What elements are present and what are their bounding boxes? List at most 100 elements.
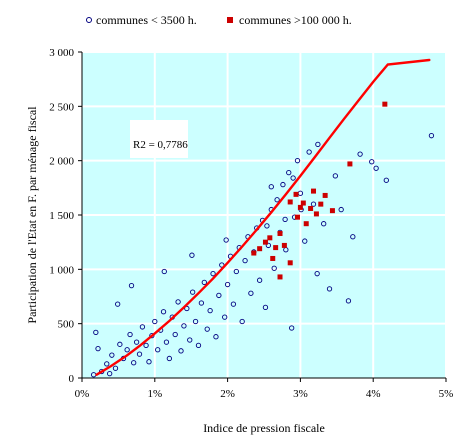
- data-point-small-commune: [310, 201, 317, 207]
- data-point-small-commune: [428, 133, 435, 139]
- data-point-large-commune: [311, 188, 317, 194]
- data-point-small-commune: [290, 175, 296, 181]
- data-point-large-commune: [382, 101, 388, 107]
- y-tick-label: 1 500: [49, 210, 74, 222]
- data-point-small-commune: [224, 281, 231, 288]
- x-tick-label: 5%: [439, 388, 454, 400]
- data-point-small-commune: [160, 309, 167, 315]
- legend-label-large: communes >100 000 h.: [239, 13, 352, 27]
- data-point-small-commune: [274, 197, 280, 203]
- data-point-small-commune: [155, 347, 161, 353]
- data-point-small-commune: [357, 151, 363, 157]
- r2-annotation-group: R2 = 0,7786: [130, 120, 188, 158]
- data-point-small-commune: [264, 223, 270, 229]
- y-tick-label: 3 000: [49, 47, 74, 59]
- data-point-small-commune: [133, 339, 140, 345]
- data-point-small-commune: [280, 181, 286, 188]
- data-point-small-commune: [213, 334, 219, 340]
- data-point-small-commune: [210, 271, 216, 277]
- data-point-large-commune: [318, 201, 324, 207]
- data-point-small-commune: [181, 323, 187, 329]
- data-point-small-commune: [152, 318, 158, 325]
- data-point-small-commune: [190, 289, 196, 295]
- trendline-group: [95, 58, 431, 376]
- data-point-small-commune: [198, 300, 205, 306]
- data-point-large-commune: [300, 200, 306, 206]
- data-point-small-commune: [161, 268, 167, 275]
- data-point-small-commune: [104, 361, 110, 367]
- y-tick-label: 2 000: [49, 156, 74, 168]
- legend-marker-large: [227, 17, 233, 23]
- data-point-small-commune: [163, 339, 170, 345]
- data-point-small-commune: [172, 331, 178, 338]
- data-point-small-commune: [326, 286, 333, 292]
- data-point-large-commune: [347, 161, 353, 167]
- data-point-small-commune: [315, 141, 321, 148]
- data-point-small-commune: [282, 216, 288, 222]
- data-point-small-commune: [294, 158, 301, 164]
- data-point-small-commune: [239, 318, 245, 325]
- data-point-small-commune: [302, 238, 308, 244]
- legend-marker-small: [86, 17, 92, 23]
- data-point-small-commune: [216, 292, 222, 299]
- data-point-small-commune: [268, 184, 274, 190]
- data-point-small-commune: [131, 360, 137, 366]
- data-point-small-commune: [201, 279, 207, 286]
- data-point-small-commune: [262, 304, 269, 311]
- data-point-small-commune: [128, 282, 135, 289]
- y-tick-label: 500: [58, 319, 75, 331]
- data-point-small-commune: [117, 341, 123, 347]
- data-point-large-commune: [287, 260, 293, 266]
- legend: communes < 3500 h. communes >100 000 h.: [86, 13, 352, 27]
- data-point-large-commune: [273, 245, 279, 251]
- data-point-small-commune: [112, 365, 119, 371]
- series-communes-large: [251, 101, 388, 280]
- y-tick-label: 1 000: [49, 264, 74, 276]
- data-point-small-commune: [189, 252, 195, 258]
- axis-titles: Indice de pression fiscale Participation …: [25, 106, 325, 435]
- x-tick-label: 0%: [75, 388, 90, 400]
- r2-annotation: R2 = 0,7786: [133, 139, 188, 151]
- data-point-large-commune: [303, 221, 309, 227]
- axes: [78, 51, 447, 382]
- data-point-small-commune: [146, 359, 152, 365]
- data-point-small-commune: [373, 165, 379, 171]
- data-point-large-commune: [293, 191, 299, 197]
- data-point-small-commune: [248, 290, 254, 296]
- data-point-small-commune: [338, 206, 344, 213]
- data-point-small-commune: [93, 329, 99, 336]
- data-point-small-commune: [242, 257, 248, 264]
- data-point-small-commune: [149, 332, 155, 339]
- series-communes-small: [90, 133, 435, 378]
- data-point-small-commune: [369, 159, 375, 165]
- data-point-small-commune: [143, 342, 149, 349]
- data-point-small-commune: [321, 221, 327, 227]
- x-axis-title: Indice de pression fiscale: [203, 421, 325, 435]
- y-axis-title: Participation de l'Etat en F. par ménage…: [25, 106, 39, 324]
- data-point-small-commune: [286, 169, 292, 176]
- data-point-large-commune: [262, 239, 268, 245]
- data-point-large-commune: [277, 274, 283, 280]
- data-point-small-commune: [222, 314, 228, 320]
- data-point-large-commune: [270, 255, 276, 261]
- data-point-large-commune: [281, 242, 287, 248]
- data-point-large-commune: [329, 208, 335, 214]
- data-point-small-commune: [166, 355, 173, 362]
- data-point-large-commune: [257, 246, 263, 252]
- x-tick-label: 2%: [220, 388, 235, 400]
- x-tick-label: 1%: [147, 388, 162, 400]
- y-tick-label: 2 500: [49, 101, 74, 113]
- data-point-small-commune: [265, 242, 272, 249]
- data-point-large-commune: [294, 214, 300, 220]
- data-point-small-commune: [175, 299, 181, 305]
- data-point-small-commune: [115, 301, 121, 307]
- data-point-small-commune: [306, 149, 312, 155]
- data-point-large-commune: [308, 205, 314, 211]
- data-point-small-commune: [178, 348, 184, 354]
- data-point-small-commune: [256, 277, 263, 283]
- data-point-small-commune: [136, 351, 143, 357]
- data-point-small-commune: [184, 305, 190, 312]
- data-point-large-commune: [287, 199, 293, 205]
- data-point-small-commune: [195, 342, 202, 349]
